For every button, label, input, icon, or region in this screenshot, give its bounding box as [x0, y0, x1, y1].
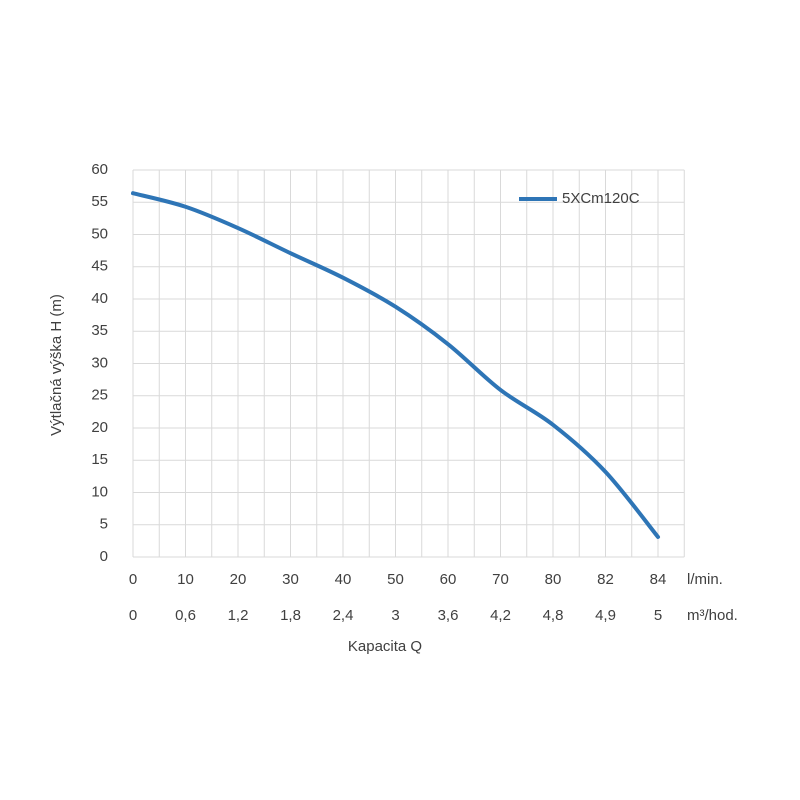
x-tick-label: 0	[129, 571, 137, 588]
y-tick-label: 5	[100, 516, 108, 533]
x2-tick-label: 3	[391, 607, 399, 624]
y-tick-label: 0	[100, 548, 108, 565]
x-tick-label: 50	[387, 571, 404, 588]
x-tick-label: 20	[230, 571, 247, 588]
y-tick-label: 20	[91, 419, 108, 436]
x2-tick-label: 2,4	[333, 607, 354, 624]
y-tick-label: 60	[91, 161, 108, 178]
x2-tick-label: 0,6	[175, 607, 196, 624]
y-tick-label: 15	[91, 451, 108, 468]
x-tick-label: 40	[335, 571, 352, 588]
x2-tick-label: 4,9	[595, 607, 616, 624]
y-tick-label: 50	[91, 225, 108, 242]
x2-tick-label: 0	[129, 607, 137, 624]
y-tick-label: 45	[91, 258, 108, 275]
x-tick-label: 70	[492, 571, 509, 588]
x-tick-label: 80	[545, 571, 562, 588]
x-tick-label: 10	[177, 571, 194, 588]
legend-label: 5XCm120C	[562, 190, 640, 207]
x2-tick-label: 1,2	[228, 607, 249, 624]
x2-tick-label: 3,6	[438, 607, 459, 624]
x2-tick-label: 4,8	[543, 607, 564, 624]
y-tick-label: 10	[91, 483, 108, 500]
x-tick-label: 84	[650, 571, 667, 588]
y-tick-label: 30	[91, 354, 108, 371]
x2-tick-label: 4,2	[490, 607, 511, 624]
x-tick-label: 82	[597, 571, 614, 588]
x-tick-label: 60	[440, 571, 457, 588]
y-axis-label: Výtlačná výška H (m)	[48, 294, 65, 436]
x-axis-label: Kapacita Q	[348, 638, 422, 655]
series-line	[131, 191, 660, 540]
y-tick-label: 40	[91, 290, 108, 307]
x-tick-label: 30	[282, 571, 299, 588]
x-unit-label: l/min.	[687, 571, 723, 588]
x2-tick-label: 5	[654, 607, 662, 624]
x2-unit-label: m³/hod.	[687, 607, 738, 624]
x2-tick-label: 1,8	[280, 607, 301, 624]
y-tick-label: 25	[91, 387, 108, 404]
y-tick-label: 55	[91, 193, 108, 210]
y-tick-label: 35	[91, 322, 108, 339]
